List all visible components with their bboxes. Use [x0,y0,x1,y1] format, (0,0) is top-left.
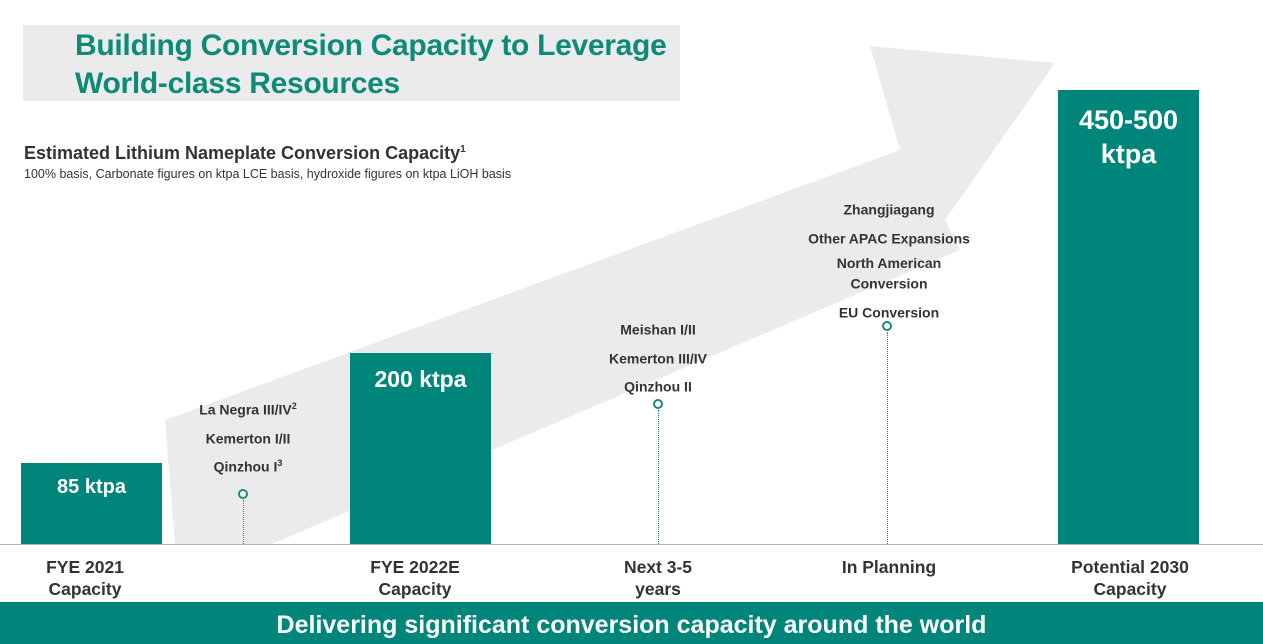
addition-item: North American Conversion [836,255,942,292]
addition-item: Meishan I/II [620,321,696,338]
page-title-line1: Building Conversion Capacity to Leverage [75,29,667,62]
category-label-in-planning: In Planning [841,557,937,577]
addition-item: Zhangjiagang [843,201,935,218]
category-label-fye-2021: FYE 2021 Capacity [46,557,124,599]
chart-subtitle-footnote: 1 [460,144,466,155]
chart-baseline [0,544,1263,545]
addition-item: Qinzhou I3 [213,458,283,475]
marker-dot [882,321,892,331]
additions-group-2: Meishan I/II Kemerton III/IV Qinzhou II [548,318,768,404]
addition-item: Qinzhou II [624,378,692,395]
marker-stem [658,410,659,544]
bar-value-label: 200 ktpa [374,366,467,392]
chart-subtitle: Estimated Lithium Nameplate Conversion C… [24,143,466,164]
bar-fye-2022e: 200 ktpa [350,353,491,544]
addition-item: Other APAC Expansions [808,230,970,247]
marker-stem [243,500,244,544]
addition-item: EU Conversion [838,304,940,321]
marker-dot [238,489,248,499]
bar-value-label: 85 ktpa [57,476,126,498]
chart-subtitle-text: Estimated Lithium Nameplate Conversion C… [24,143,461,163]
addition-item: Kemerton I/II [205,430,291,447]
addition-item: La Negra III/IV2 [199,401,297,418]
bar-value-label-line1: 450-500 [1078,105,1179,135]
marker-dot [653,399,663,409]
footer-text: Delivering significant conversion capaci… [276,611,987,639]
category-label-next-3-5-years: Next 3-5 years [623,557,693,599]
bar-value-label-line2: ktpa [1100,139,1157,169]
additions-group-1: La Negra III/IV2 Kemerton I/II Qinzhou I… [138,398,358,484]
category-label-fye-2022e: FYE 2022E Capacity [370,557,460,599]
bar-fye-2021: 85 ktpa [21,463,162,544]
addition-item: Kemerton III/IV [608,350,708,367]
page-title: Building Conversion Capacity to Leverage… [75,27,667,103]
bar-potential-2030: 450-500 ktpa [1058,90,1199,544]
additions-group-3: Zhangjiagang Other APAC Expansions North… [779,198,999,330]
page-title-line2: World-class Resources [75,67,400,100]
footer-banner: Delivering significant conversion capaci… [0,602,1263,644]
bar-value-label: 450-500 ktpa [1058,103,1199,171]
marker-stem [887,332,888,544]
title-box [23,25,680,101]
chart-basis-note: 100% basis, Carbonate figures on ktpa LC… [24,167,512,181]
category-label-potential-2030: Potential 2030 Capacity [1071,557,1189,599]
